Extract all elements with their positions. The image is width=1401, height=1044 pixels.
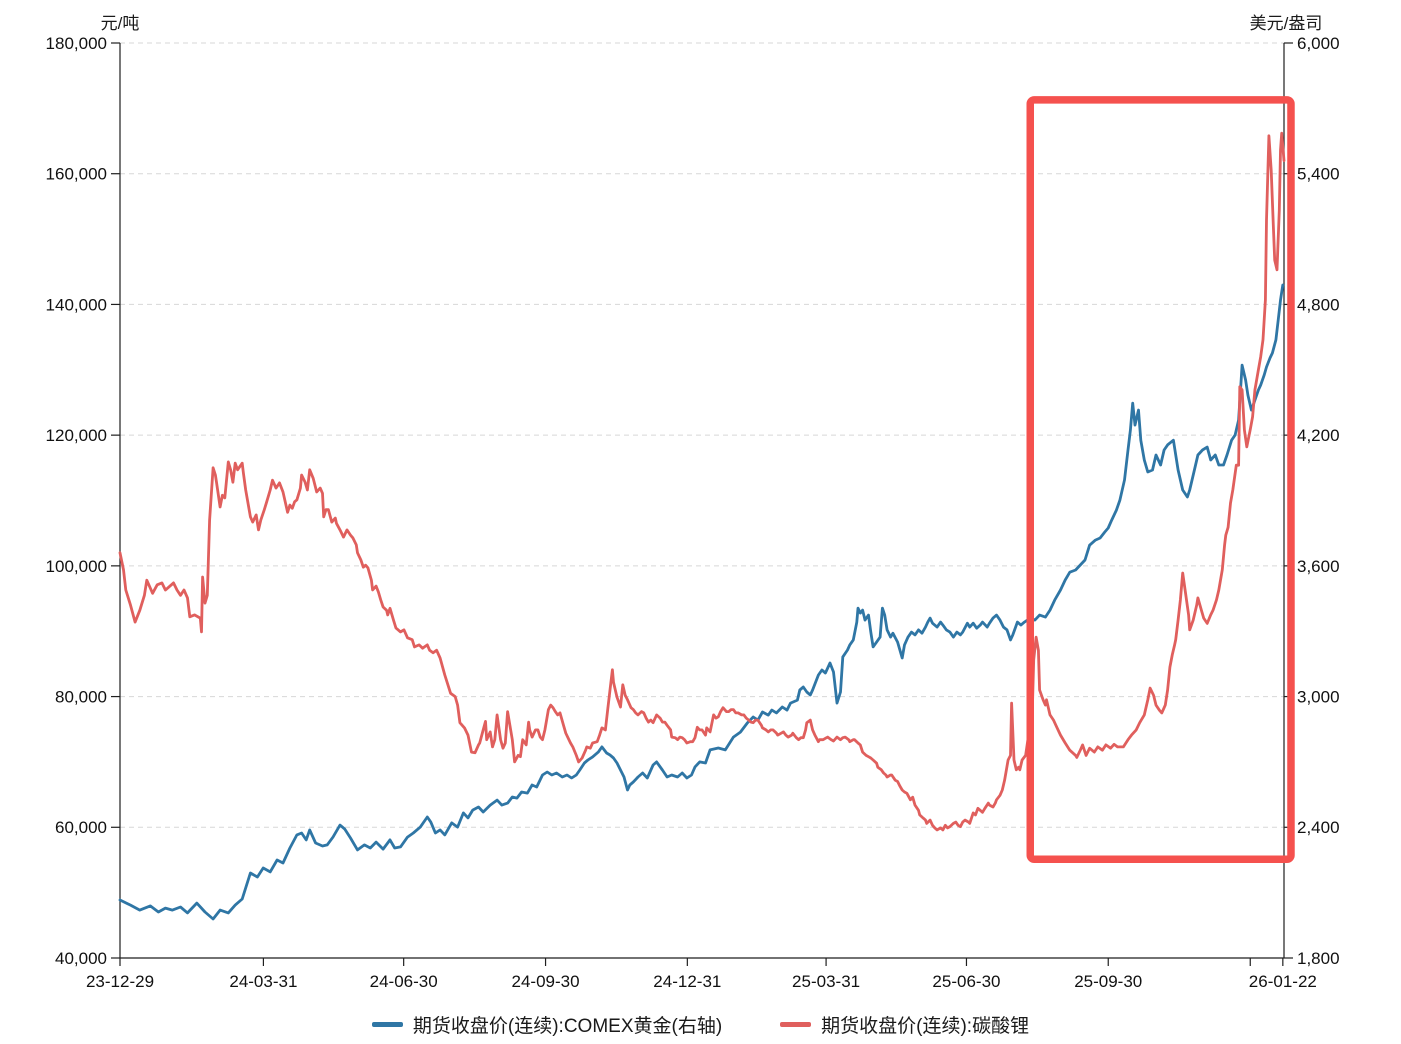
left-axis-tick-label: 180,000	[46, 34, 107, 53]
legend-swatch-lithium-icon	[780, 1022, 812, 1027]
left-axis-tick-label: 120,000	[46, 426, 107, 445]
x-axis-tick-label: 23-12-29	[86, 972, 154, 991]
highlight-rectangle	[1026, 96, 1295, 864]
series-line-comex-gold	[118, 283, 1285, 921]
left-axis-tick-label: 160,000	[46, 165, 107, 184]
legend-item-lithium-carbonate[interactable]: 期货收盘价(连续):碳酸锂	[780, 1011, 1029, 1038]
x-axis-tick-label: 24-09-30	[512, 972, 580, 991]
legend: 期货收盘价(连续):COMEX黄金(右轴) 期货收盘价(连续):碳酸锂	[0, 1011, 1401, 1038]
legend-label-comex-gold: 期货收盘价(连续):COMEX黄金(右轴)	[412, 1016, 723, 1037]
x-axis-tick-label: 25-09-30	[1074, 972, 1142, 991]
left-axis-tick-label: 100,000	[46, 557, 107, 576]
left-axis-tick-label: 140,000	[46, 295, 107, 314]
right-axis-tick-label: 3,000	[1297, 688, 1340, 707]
x-axis-tick-label: 24-03-31	[229, 972, 297, 991]
right-axis-tick-label: 5,400	[1297, 165, 1340, 184]
right-axis-tick-label: 1,800	[1297, 949, 1340, 968]
left-axis-tick-label: 80,000	[55, 688, 107, 707]
right-axis-unit-label: 美元/盎司	[1249, 14, 1323, 33]
left-axis-unit-label: 元/吨	[100, 14, 140, 33]
right-axis-tick-label: 6,000	[1297, 34, 1340, 53]
right-axis-tick-label: 4,800	[1297, 295, 1340, 314]
x-axis-tick-label: 26-01-22	[1249, 972, 1317, 991]
x-axis-tick-label: 25-06-30	[932, 972, 1000, 991]
left-axis-tick-label: 60,000	[55, 818, 107, 837]
legend-label-lithium-carbonate: 期货收盘价(连续):碳酸锂	[821, 1016, 1030, 1037]
right-axis-tick-label: 4,200	[1297, 426, 1340, 445]
left-axis-tick-label: 40,000	[55, 949, 107, 968]
right-axis-tick-label: 3,600	[1297, 557, 1340, 576]
x-axis-tick-label: 25-03-31	[792, 972, 860, 991]
x-axis-tick-label: 24-12-31	[653, 972, 721, 991]
right-axis-tick-label: 2,400	[1297, 818, 1340, 837]
series-line-lithium-carbonate	[118, 131, 1286, 832]
legend-swatch-gold-icon	[371, 1022, 403, 1027]
legend-item-comex-gold[interactable]: 期货收盘价(连续):COMEX黄金(右轴)	[371, 1011, 723, 1038]
x-axis-tick-label: 24-06-30	[370, 972, 438, 991]
